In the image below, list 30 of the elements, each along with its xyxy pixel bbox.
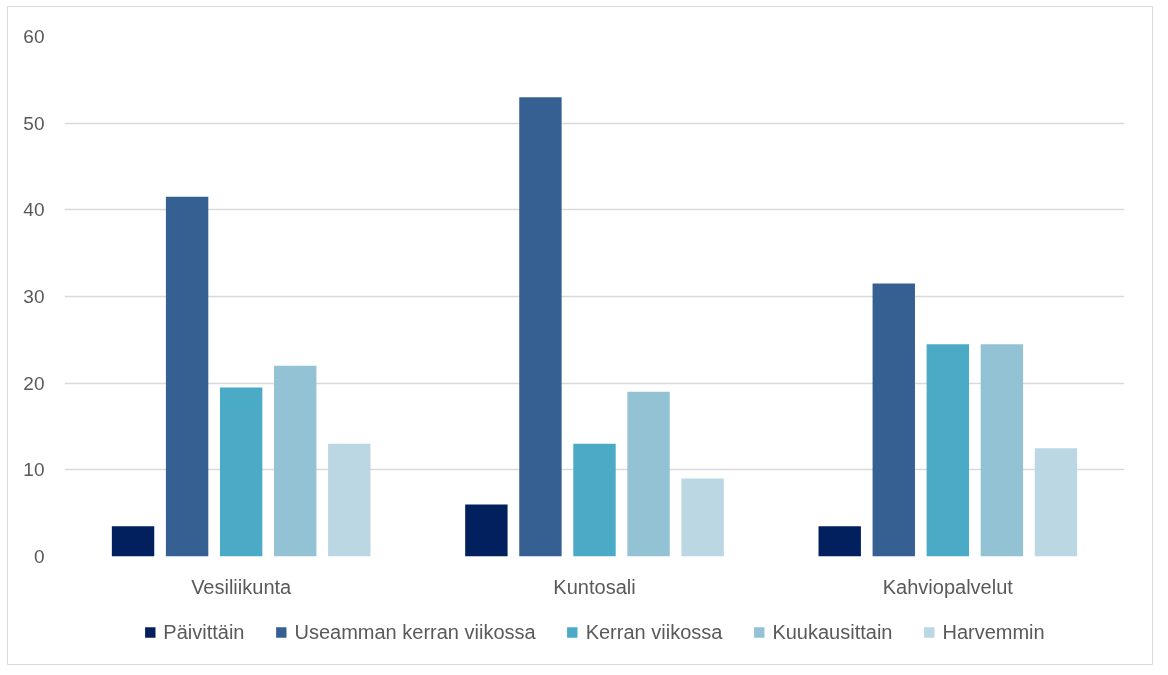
x-tick-label: Kahviopalvelut: [882, 575, 1014, 598]
bar: [274, 365, 317, 557]
x-tick-label: Vesiliikunta: [191, 575, 293, 598]
legend-label: Harvemmin: [942, 620, 1045, 644]
bar: [219, 387, 263, 557]
bar: [681, 478, 724, 557]
legend-label: Päivittäin: [163, 620, 245, 644]
y-tick-label: 60: [23, 26, 45, 47]
bar: [980, 344, 1024, 557]
bar: [519, 97, 562, 557]
bar: [926, 344, 970, 557]
legend-label: Useamman kerran viikossa: [294, 620, 536, 644]
bar: [872, 283, 915, 557]
legend-label: Kuukausittain: [772, 620, 893, 644]
y-tick-label: 40: [23, 199, 45, 221]
y-tick-label: 30: [23, 286, 45, 307]
y-tick-label: 20: [23, 372, 45, 394]
y-tick-label: 50: [23, 112, 45, 134]
bar: [111, 526, 155, 557]
bar: [573, 443, 616, 557]
bar: [165, 196, 209, 557]
y-tick-label: 10: [23, 459, 45, 481]
bar: [328, 443, 371, 557]
legend-label: Kerran viikossa: [585, 620, 723, 644]
x-tick-label: Kuntosali: [553, 575, 636, 598]
bar: [818, 526, 861, 557]
bar: [627, 391, 670, 557]
y-tick-label: 0: [33, 546, 45, 567]
bar: [1034, 448, 1078, 557]
bar: [465, 504, 508, 557]
